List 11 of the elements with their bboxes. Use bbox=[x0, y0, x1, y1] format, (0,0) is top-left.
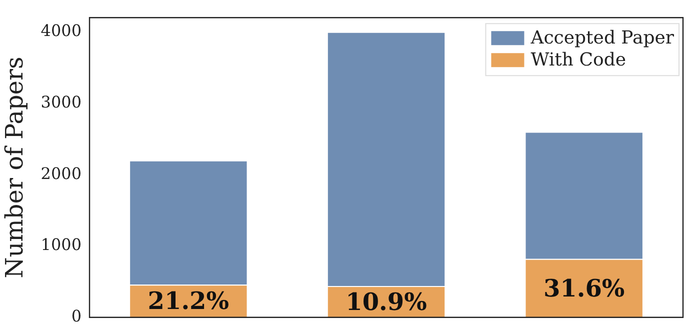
y-tick-label: 3000 bbox=[40, 92, 82, 112]
y-tick-label: 4000 bbox=[40, 21, 82, 40]
y-tick-label: 2000 bbox=[40, 164, 82, 183]
y-tick-label: 1000 bbox=[40, 235, 82, 254]
annotation: 31.6% bbox=[543, 273, 625, 302]
y-tick-label: 0 bbox=[71, 306, 82, 326]
annotation: 21.2% bbox=[148, 286, 230, 316]
y-axis-title: Number of Papers bbox=[0, 56, 29, 278]
annotation: 10.9% bbox=[346, 286, 428, 316]
legend-label: With Code bbox=[530, 49, 626, 70]
legend-label: Accepted Paper bbox=[530, 27, 674, 48]
